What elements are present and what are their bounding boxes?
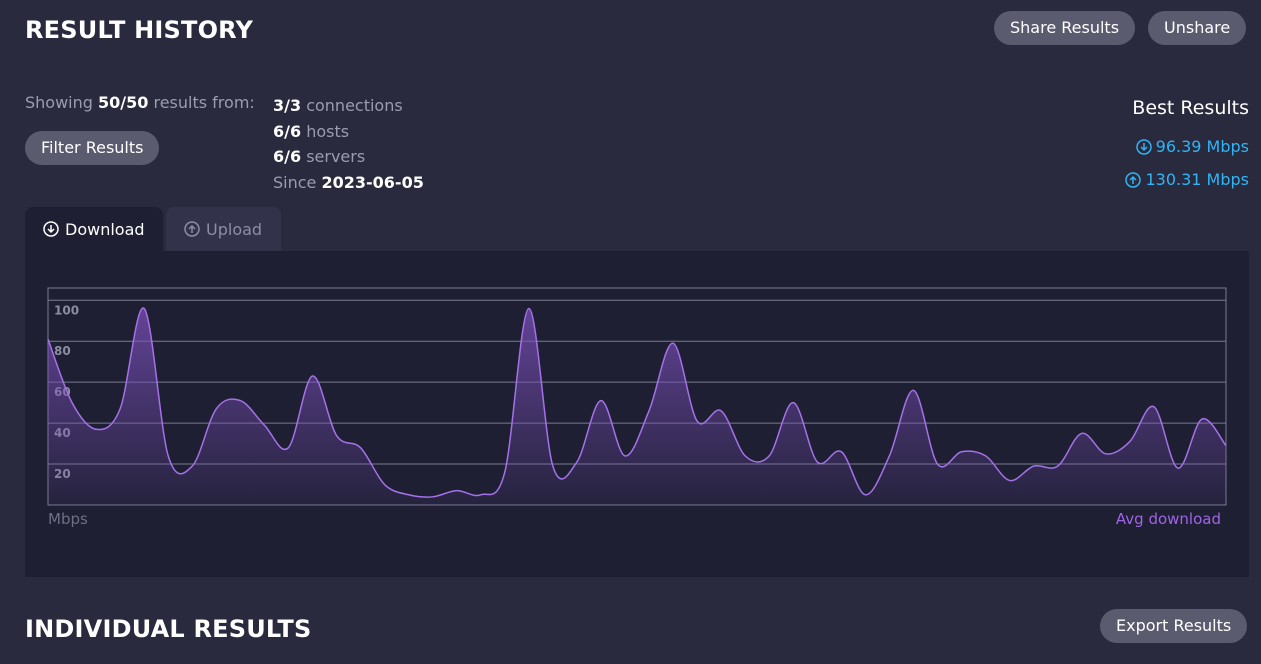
y-axis-label: Mbps — [48, 510, 88, 528]
area-line — [47, 307, 1227, 498]
legend-label: Avg download — [1116, 510, 1221, 528]
text: servers — [306, 147, 366, 166]
label: Upload — [206, 219, 263, 239]
icon — [43, 221, 59, 237]
count: 6/6 — [273, 147, 302, 166]
date: 2023-06-05 — [321, 172, 424, 192]
export-button[interactable]: Export Results — [1100, 609, 1248, 643]
text: connections — [306, 96, 403, 115]
showing-text: Showing 50/50 results from: — [25, 93, 255, 112]
best-title: Best Results — [1132, 97, 1249, 119]
y-tick-label: 80 — [54, 344, 71, 358]
best-download: 96.39 Mbps — [1135, 137, 1249, 156]
upload-tab[interactable]: Upload — [166, 207, 281, 251]
upload-icon — [1125, 171, 1142, 188]
text: Showing — [25, 93, 93, 112]
filter-summary: 3/3 connections 6/6 hosts 6/6 servers Si… — [273, 93, 424, 195]
value: 96.39 Mbps — [1155, 137, 1249, 156]
share-button[interactable]: Share Results — [994, 11, 1136, 45]
chart: Mbps Avg download 20406080100 — [25, 251, 1249, 577]
count: 3/3 — [273, 96, 302, 115]
filter-button[interactable]: Filter Results — [25, 131, 160, 165]
icon — [184, 221, 200, 237]
section-title: INDIVIDUAL RESULTS — [25, 615, 312, 643]
unshare-button[interactable]: Unshare — [1148, 11, 1247, 45]
text: results from: — [153, 93, 255, 112]
page-title: RESULT HISTORY — [25, 16, 254, 44]
text: hosts — [306, 121, 350, 141]
label: Download — [65, 219, 145, 239]
download-icon — [1135, 138, 1152, 155]
count: 6/6 — [273, 121, 302, 141]
area-fill — [48, 307, 1226, 505]
count: 50/50 — [98, 93, 149, 112]
y-tick-label: 100 — [54, 303, 79, 317]
download-tab[interactable]: Download — [25, 207, 163, 251]
value: 130.31 Mbps — [1145, 170, 1249, 189]
text: Since — [273, 172, 317, 192]
best-upload: 130.31 Mbps — [1125, 170, 1249, 189]
